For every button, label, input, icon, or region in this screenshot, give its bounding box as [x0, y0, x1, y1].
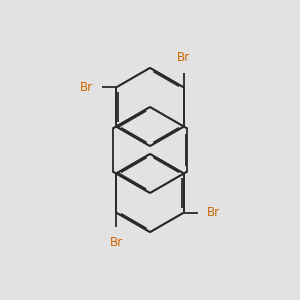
- Text: Br: Br: [177, 51, 190, 64]
- Text: Br: Br: [110, 236, 123, 249]
- Text: Br: Br: [80, 81, 93, 94]
- Text: Br: Br: [207, 206, 220, 219]
